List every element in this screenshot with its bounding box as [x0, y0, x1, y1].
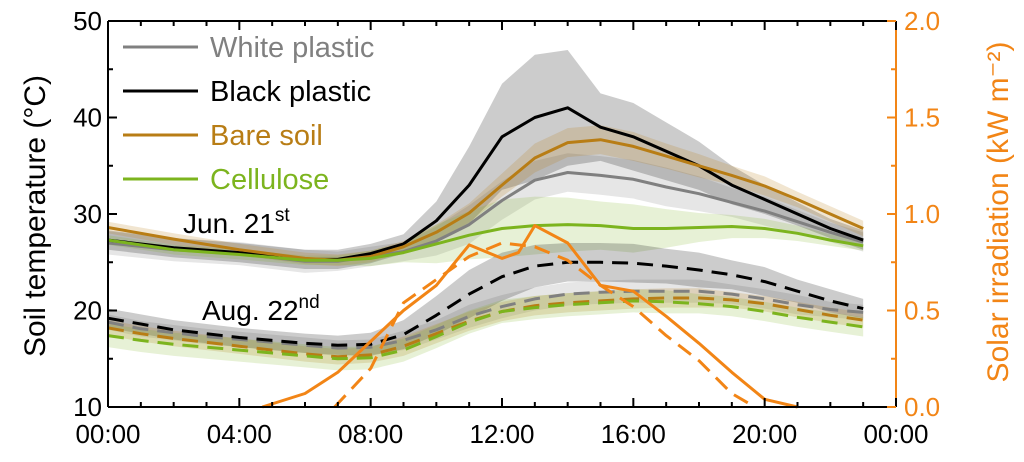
y-tick-label-right: 1.0: [904, 199, 940, 229]
series-lines: [107, 106, 864, 409]
legend-label-bare: Bare soil: [210, 120, 323, 152]
annotation-jun: Jun. 21st: [183, 205, 290, 239]
y-axis-right-title: Solar irradiation (kW m⁻²): [982, 42, 1015, 383]
line-white-plastic-aug-22nd: [107, 289, 864, 350]
legend-label-black: Black plastic: [210, 76, 371, 108]
line-black-plastic-aug-22nd: [107, 260, 864, 347]
band-black-plastic-aug-22nd: [108, 242, 864, 356]
band-cellulose-aug-22nd: [108, 289, 864, 371]
band-bare-soil-jun-21st: [108, 125, 864, 267]
annotation-aug-sup: nd: [299, 292, 320, 313]
y-tick-label-left: 40: [73, 103, 102, 133]
y-tick-label-right: 0.5: [904, 296, 940, 326]
annotation-jun-text: Jun. 21: [183, 208, 275, 239]
legend-label-white: White plastic: [210, 32, 374, 64]
legend-label-cellulose: Cellulose: [210, 164, 329, 196]
annotation-jun-sup: st: [275, 205, 291, 226]
line-solar-irradiation-aug-22nd: [333, 241, 756, 409]
y-tick-label-left: 30: [73, 199, 102, 229]
y-tick-label-right: 0.0: [904, 392, 940, 422]
y-tick-label-right: 2.0: [904, 6, 940, 36]
annotation-aug: Aug. 22nd: [202, 292, 320, 326]
x-tick-label: 16:00: [601, 419, 666, 449]
y-axis-left-title: Soil temperature (°C): [19, 75, 52, 357]
line-solar-irradiation-jun-21st: [261, 224, 798, 409]
annotation-aug-text: Aug. 22: [202, 295, 299, 326]
x-tick-label: 08:00: [338, 419, 403, 449]
x-tick-label: 12:00: [469, 419, 534, 449]
y-tick-label-right: 1.5: [904, 103, 940, 133]
y-tick-label-left: 20: [73, 296, 102, 326]
x-tick-label: 00:00: [863, 419, 928, 449]
x-tick-label: 04:00: [207, 419, 272, 449]
x-tick-label: 20:00: [732, 419, 797, 449]
y-tick-label-left: 10: [73, 392, 102, 422]
x-tick-label: 00:00: [75, 419, 140, 449]
legend: White plastic Black plastic Bare soil Cellu…: [123, 32, 374, 196]
line-cellulose-aug-22nd: [107, 299, 864, 361]
y-tick-label-left: 50: [73, 6, 102, 36]
axes: 00:00 04:00 08:00 12:00 16:00 20:00 00:0010203…: [73, 6, 940, 449]
